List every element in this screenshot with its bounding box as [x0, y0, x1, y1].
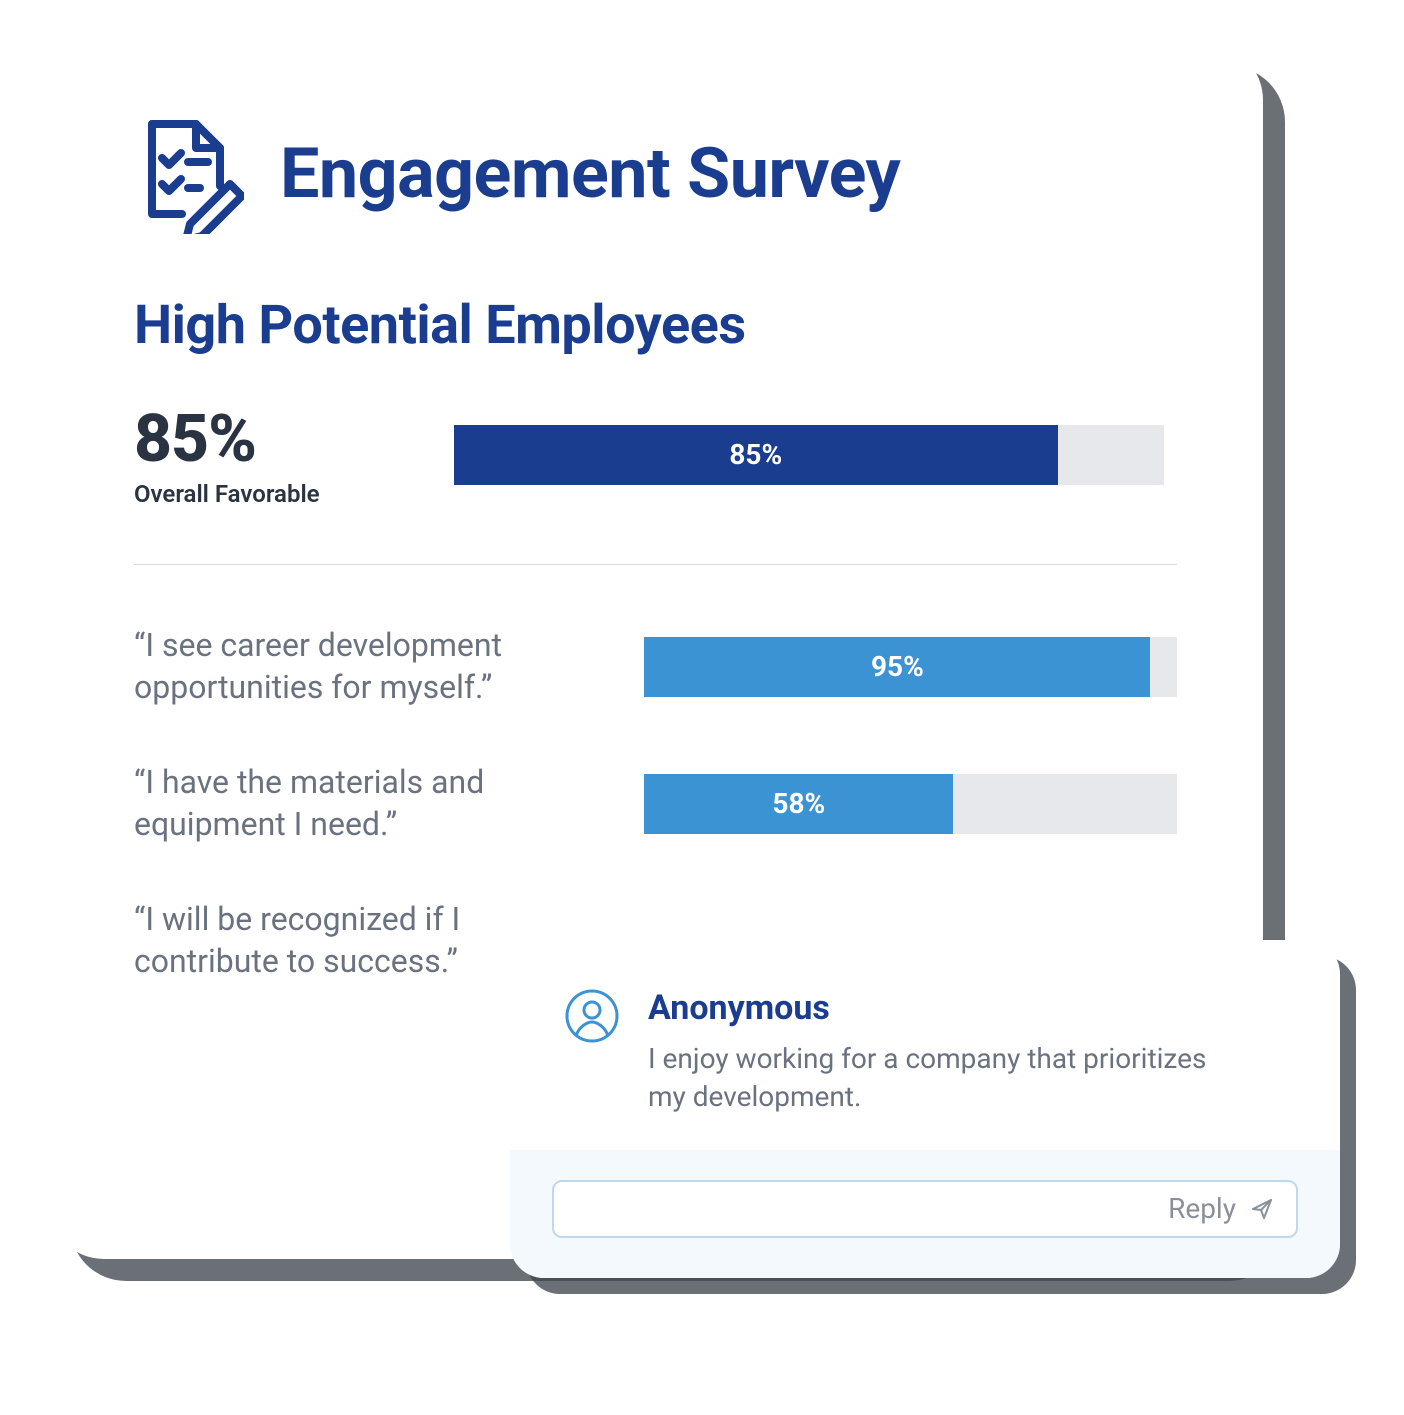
reply-placeholder: Reply [1168, 1192, 1236, 1225]
question-bar-label: 95% [871, 650, 924, 683]
header: Engagement Survey [134, 114, 1177, 234]
question-bar-track: 58% [644, 774, 1177, 834]
question-bar-fill: 95% [644, 637, 1150, 697]
survey-checklist-icon [134, 114, 244, 234]
question-text: “I see career development opportunities … [134, 625, 584, 708]
comment-content: Anonymous I enjoy working for a company … [648, 988, 1248, 1116]
send-icon[interactable] [1250, 1197, 1274, 1221]
reply-area: Reply [510, 1150, 1340, 1278]
comment-text: I enjoy working for a company that prior… [648, 1040, 1248, 1116]
divider [134, 564, 1177, 565]
question-row: “I see career development opportunities … [134, 625, 1177, 708]
question-text: “I have the materials and equipment I ne… [134, 762, 584, 845]
overall-value: 85% [134, 401, 364, 478]
comment-card: Anonymous I enjoy working for a company … [510, 940, 1340, 1278]
comment-author: Anonymous [648, 988, 1248, 1028]
question-bar-label: 58% [772, 787, 825, 820]
question-list: “I see career development opportunities … [134, 625, 1177, 983]
comment-body: Anonymous I enjoy working for a company … [510, 940, 1340, 1150]
overall-caption: Overall Favorable [134, 480, 364, 508]
question-row: “I have the materials and equipment I ne… [134, 762, 1177, 845]
question-bar-track: 95% [644, 637, 1177, 697]
section-subtitle: High Potential Employees [134, 294, 1177, 357]
overall-bar-fill: 85% [454, 425, 1058, 485]
question-bar-fill: 58% [644, 774, 953, 834]
overall-bar-track: 85% [454, 425, 1164, 485]
overall-stat: 85% Overall Favorable [134, 401, 364, 508]
overall-bar-label: 85% [729, 438, 782, 471]
page-title: Engagement Survey [280, 133, 900, 215]
reply-input[interactable]: Reply [552, 1180, 1298, 1238]
overall-favorable-row: 85% Overall Favorable 85% [134, 401, 1177, 508]
person-icon [564, 988, 620, 1044]
